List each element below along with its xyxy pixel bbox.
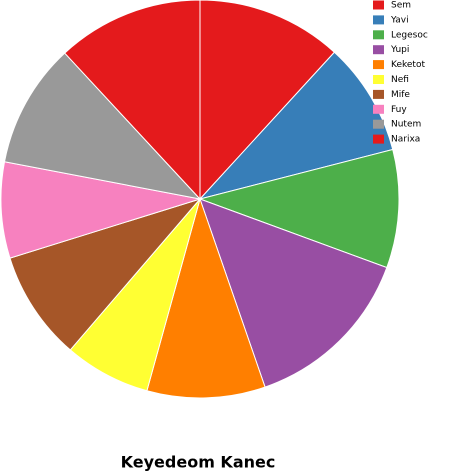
legend-label: Narixa bbox=[391, 135, 420, 145]
pie-slice bbox=[9, 198, 202, 351]
legend-swatch bbox=[373, 134, 384, 144]
pie-slice bbox=[0, 161, 201, 259]
legend-swatch bbox=[373, 30, 384, 40]
legend-swatch bbox=[373, 104, 384, 114]
legend-label: Yupi bbox=[390, 45, 409, 55]
legend-swatch bbox=[373, 75, 384, 84]
pie-slice bbox=[63, 0, 201, 201]
pie-slice bbox=[198, 51, 394, 200]
legend-swatch bbox=[373, 15, 384, 25]
legend-label: Sem bbox=[391, 1, 411, 11]
legend-swatch bbox=[373, 45, 384, 55]
pie-slice bbox=[146, 197, 266, 399]
chart-title: Keyedeom Kanec bbox=[121, 453, 276, 472]
legend-label: Nutem bbox=[391, 120, 421, 130]
legend-swatch bbox=[373, 89, 384, 99]
legend-label: Keketot bbox=[391, 60, 425, 70]
pie-slice bbox=[199, 198, 388, 388]
legend-label: Yavi bbox=[390, 15, 409, 25]
legend-swatch bbox=[373, 0, 384, 10]
legend-label: Fuy bbox=[391, 105, 407, 115]
legend-swatch bbox=[373, 60, 384, 70]
legend-label: Legesoc bbox=[391, 30, 428, 40]
legend-label: Mife bbox=[391, 90, 410, 100]
legend-swatch bbox=[373, 119, 384, 129]
pie-slice bbox=[198, 148, 400, 269]
pie-slice bbox=[199, 0, 336, 201]
legend-label: Nefi bbox=[391, 75, 409, 85]
pie-slice bbox=[3, 52, 202, 200]
